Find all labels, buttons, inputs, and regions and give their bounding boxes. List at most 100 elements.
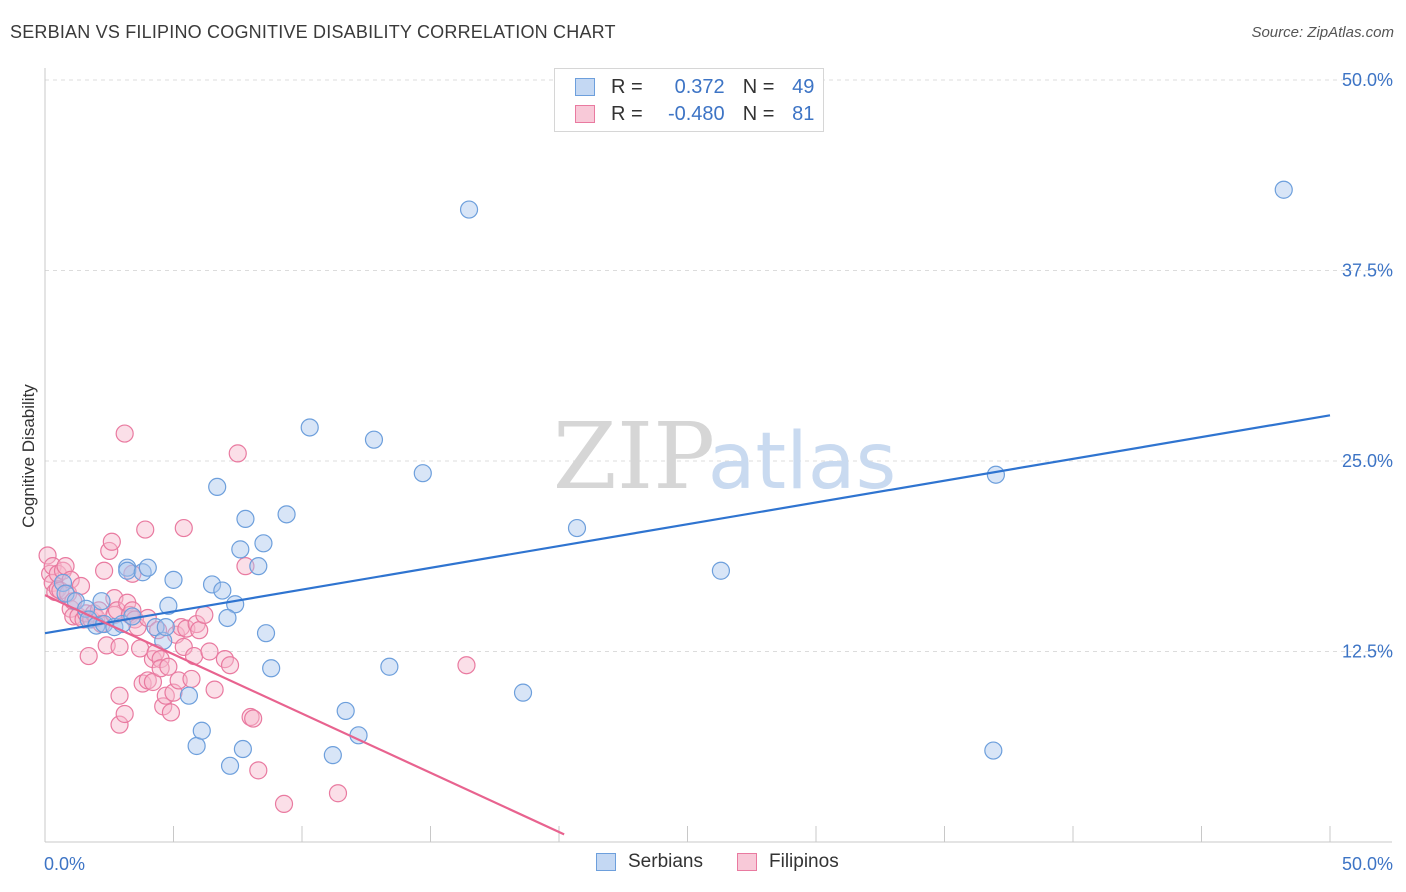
bottom-legend-serbians: Serbians [596,851,703,873]
serbian-point [262,659,281,678]
filipino-point [328,784,348,803]
filipino-point [151,659,170,678]
serbian-point [364,430,384,449]
legend-row-serbians: R = 0.372 N = 49 [575,75,814,99]
serbian-point [220,756,240,775]
serbian-point [118,561,137,580]
filipino-point [228,444,247,463]
filipinos-swatch [575,105,595,123]
serbian-point [1274,180,1293,199]
serbians-r-value: 0.372 [674,75,725,98]
filipino-point [249,761,268,780]
filipino-point [95,561,114,580]
serbian-point [513,683,533,702]
filipino-point [143,672,163,692]
filipino-point [115,704,134,724]
filipino-point [205,680,224,699]
filipino-point [236,557,255,576]
filipino-point [195,605,214,625]
serbian-point [146,618,165,637]
filipino-point [274,794,294,814]
filipino-point [110,715,129,734]
filipino-point [115,424,134,443]
serbian-point [236,509,255,529]
serbian-point [277,505,296,524]
serbian-points [53,180,1293,775]
source-label: Source: ZipAtlas.com [1251,24,1394,41]
serbian-point [986,465,1006,484]
filipinos-r-value: -0.480 [667,102,725,125]
serbian-point [138,558,157,577]
filipino-point [174,637,193,657]
serbian-point [164,570,183,589]
filipinos-n-value: 81 [792,102,815,125]
serbian-point [56,584,75,603]
serbian-point [256,624,276,643]
serbian-point [380,657,399,676]
serbian-point [413,464,432,483]
bottom-legend-filipinos: Filipinos [737,851,839,873]
filipino-point [136,520,155,539]
serbian-point [459,200,479,219]
filipino-point [159,657,178,676]
serbian-point [300,418,319,437]
filipino-point [161,703,181,722]
serbian-point [231,540,250,559]
filipino-point [38,546,57,565]
filipino-point [190,621,209,640]
serbian-point [984,741,1003,760]
filipinos-n-label: N = [742,102,775,125]
filipino-point [102,532,121,551]
chart-title: SERBIAN VS FILIPINO COGNITIVE DISABILITY… [10,22,616,42]
filipino-point [71,576,91,596]
serbian-point [187,736,206,756]
serbians-n-value: 49 [792,75,815,98]
serbian-point [208,477,227,497]
filipino-point [151,650,170,669]
filipino-point [110,686,129,705]
serbian-point [233,739,252,759]
filipino-point [182,669,201,689]
serbian-point [249,557,268,576]
serbian-trend-line [44,414,1331,635]
tick-labels: 12.5% 25.0% 37.5% 50.0% 0.0% 50.0% [44,70,1393,874]
serbian-point [202,575,222,594]
serbian-point [218,608,237,628]
watermark-atlas: atlas [708,417,897,507]
filipinos-legend-label: Filipinos [769,851,839,872]
serbian-point [92,592,111,611]
y-tick-label: 12.5% [1342,642,1393,662]
serbian-point [711,561,731,580]
serbians-swatch [575,78,595,96]
gridlines [45,79,1392,652]
watermark: ZIP atlas [553,403,896,510]
serbian-point [156,618,175,637]
filipino-point [200,642,219,661]
serbian-point [336,701,355,721]
y-tick-label: 37.5% [1342,261,1393,281]
filipinos-legend-swatch [737,853,757,871]
filipino-point [457,656,476,675]
filipino-point [244,709,263,728]
serbians-legend-label: Serbians [628,851,703,872]
serbians-legend-swatch [596,853,616,871]
filipino-point [79,646,98,666]
serbian-point [192,721,211,740]
trend-lines [44,414,1331,836]
y-axis-label: Cognitive Disability [19,384,38,528]
correlation-legend: R = 0.372 N = 49 R = -0.480 N = 81 [554,68,824,132]
y-tick-label: 50.0% [1342,70,1393,90]
axes [44,68,1392,843]
filipino-point [110,637,129,657]
serbians-r-label: R = [611,75,643,98]
filipino-point [220,656,240,675]
filipino-trend-line [44,594,565,836]
serbian-point [567,518,587,538]
serbians-n-label: N = [742,75,775,98]
filipinos-r-label: R = [611,102,643,125]
serbian-point [53,573,73,593]
serbian-point [213,581,232,600]
watermark-zip: ZIP [553,403,715,510]
y-tick-label: 25.0% [1342,451,1393,471]
